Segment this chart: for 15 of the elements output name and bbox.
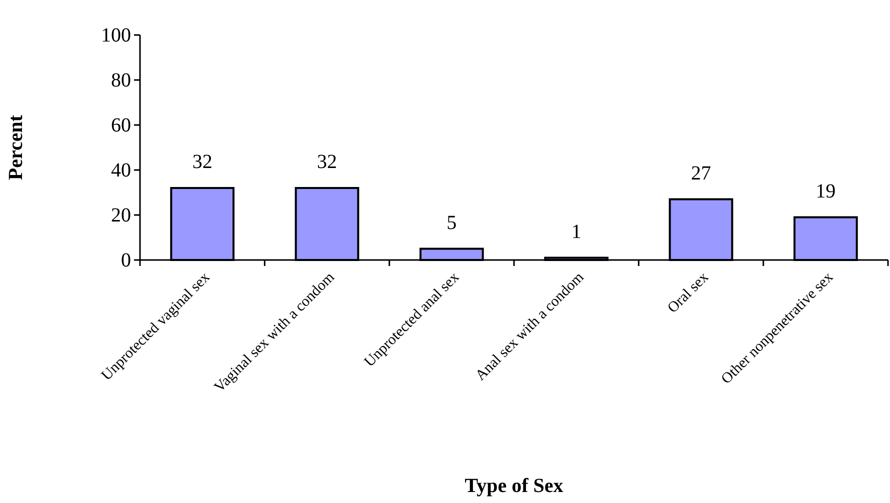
y-tick-label: 60	[111, 114, 131, 136]
data-label: 5	[446, 212, 457, 234]
data-label: 19	[816, 180, 836, 202]
y-tick-label: 20	[111, 204, 131, 226]
x-axis-title: Type of Sex	[464, 475, 564, 497]
x-tick-label: Oral sex	[664, 269, 712, 316]
data-label: 27	[691, 162, 711, 184]
y-tick-label: 80	[111, 69, 131, 92]
data-label: 32	[192, 151, 212, 173]
y-tick-label: 100	[101, 24, 131, 46]
data-label: 1	[571, 220, 582, 243]
y-axis-title: Percent	[5, 114, 27, 180]
data-label: 32	[317, 151, 337, 173]
y-tick-label: 40	[111, 159, 131, 182]
y-tick-label: 0	[121, 249, 131, 272]
